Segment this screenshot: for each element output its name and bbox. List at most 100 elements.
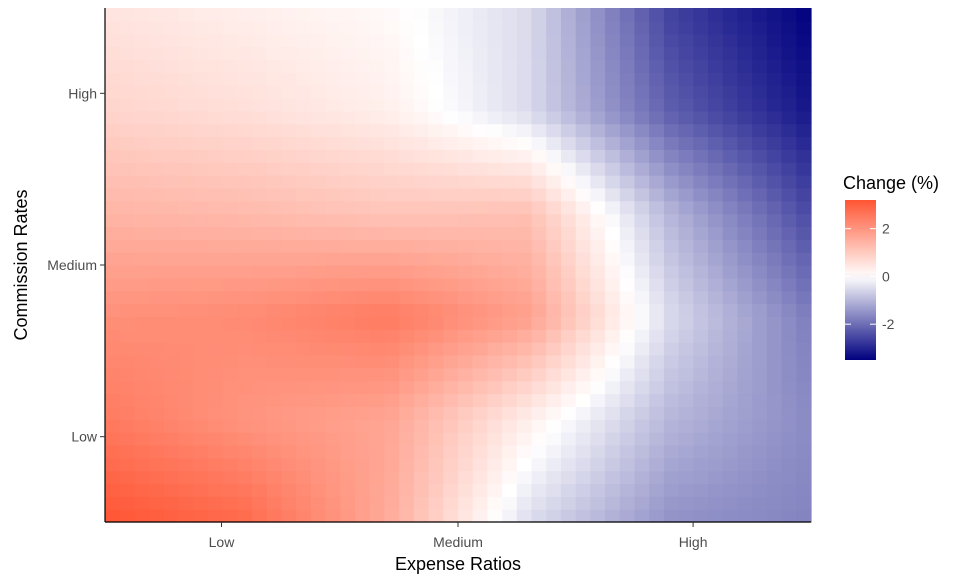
heatmap-cell	[266, 136, 283, 150]
heatmap-cell	[413, 8, 430, 22]
heatmap-cell	[766, 265, 783, 279]
heatmap-cell	[252, 509, 268, 523]
heatmap-cell	[678, 496, 694, 510]
heatmap-cell	[207, 33, 224, 48]
heatmap-cell	[222, 123, 238, 138]
heatmap-cell	[310, 406, 327, 420]
heatmap-cell	[384, 290, 400, 305]
heatmap-cell	[575, 226, 591, 240]
heatmap-cell	[590, 8, 606, 22]
heatmap-cell	[560, 149, 577, 163]
heatmap-cell	[737, 239, 753, 253]
heatmap-cell	[796, 123, 812, 138]
heatmap-cell	[796, 419, 812, 433]
heatmap-cell	[678, 419, 694, 433]
heatmap-cell	[722, 316, 739, 330]
heatmap-cell	[575, 483, 591, 497]
heatmap-cell	[752, 59, 768, 73]
heatmap-cell	[252, 496, 268, 510]
heatmap-cell	[193, 367, 209, 382]
heatmap-cell	[560, 303, 577, 317]
heatmap-cell	[663, 509, 680, 523]
heatmap-cell	[296, 175, 312, 189]
heatmap-cell	[428, 354, 444, 369]
heatmap-cell	[355, 175, 371, 189]
heatmap-cell	[472, 393, 489, 407]
heatmap-cell	[472, 175, 489, 189]
heatmap-cell	[693, 46, 709, 60]
heatmap-cell	[222, 509, 238, 523]
heatmap-cell	[325, 265, 341, 279]
heatmap-cell	[105, 136, 121, 150]
heatmap-cell	[737, 200, 753, 215]
heatmap-cell	[355, 239, 371, 253]
heatmap-cell	[325, 239, 341, 253]
heatmap-cell	[605, 97, 621, 112]
heatmap-cell	[649, 303, 665, 317]
heatmap-cell	[399, 226, 415, 240]
heatmap-cell	[590, 265, 606, 279]
heatmap-cell	[119, 149, 136, 163]
heatmap-cell	[678, 367, 694, 382]
heatmap-cell	[119, 329, 136, 343]
heatmap-cell	[340, 290, 356, 305]
heatmap-cell	[693, 380, 709, 395]
heatmap-cell	[355, 200, 371, 215]
heatmap-cell	[796, 72, 812, 86]
heatmap-cell	[163, 97, 180, 112]
heatmap-cell	[766, 8, 783, 22]
heatmap-cell	[281, 239, 297, 253]
heatmap-cell	[163, 85, 180, 99]
y-tick-label: High	[68, 85, 97, 101]
heatmap-cell	[266, 252, 283, 266]
heatmap-cell	[413, 136, 430, 150]
heatmap-cell	[105, 342, 121, 356]
heatmap-cell	[781, 46, 797, 60]
heatmap-cell	[105, 85, 121, 99]
heatmap-cell	[355, 33, 371, 48]
heatmap-cell	[428, 187, 444, 202]
heatmap-cell	[708, 406, 724, 420]
heatmap-cell	[384, 406, 400, 420]
heatmap-cell	[531, 8, 547, 22]
heatmap-cell	[310, 20, 327, 35]
heatmap-cell	[222, 277, 238, 292]
heatmap-cell	[619, 457, 636, 472]
heatmap-cell	[355, 187, 371, 202]
heatmap-cell	[340, 175, 356, 189]
heatmap-cell	[428, 8, 444, 22]
heatmap-cell	[413, 483, 430, 497]
heatmap-cell	[516, 444, 533, 459]
heatmap-cell	[149, 290, 165, 305]
heatmap-cell	[502, 354, 518, 369]
heatmap-cell	[634, 8, 650, 22]
heatmap-cell	[119, 33, 136, 48]
heatmap-cell	[487, 380, 503, 395]
heatmap-cell	[252, 136, 268, 150]
heatmap-cell	[575, 316, 591, 330]
heatmap-cell	[369, 162, 386, 176]
heatmap-cell	[560, 380, 577, 395]
heatmap-cell	[708, 444, 724, 459]
heatmap-cell	[134, 444, 150, 459]
x-tick-label: High	[679, 534, 708, 550]
heatmap-cell	[105, 20, 121, 35]
heatmap-cell	[266, 85, 283, 99]
heatmap-cell	[193, 457, 209, 472]
heatmap-cell	[546, 20, 562, 35]
heatmap-cell	[193, 393, 209, 407]
heatmap-cell	[134, 149, 150, 163]
heatmap-cell	[237, 367, 253, 382]
heatmap-cell	[708, 20, 724, 35]
heatmap-cell	[752, 457, 768, 472]
heatmap-cell	[325, 252, 341, 266]
heatmap-cell	[502, 406, 518, 420]
heatmap-cell	[766, 290, 783, 305]
heatmap-cell	[134, 136, 150, 150]
heatmap-cell	[105, 33, 121, 48]
heatmap-cell	[781, 97, 797, 112]
heatmap-cell	[369, 496, 386, 510]
heatmap-cell	[149, 329, 165, 343]
heatmap-cell	[678, 59, 694, 73]
heatmap-cell	[310, 277, 327, 292]
